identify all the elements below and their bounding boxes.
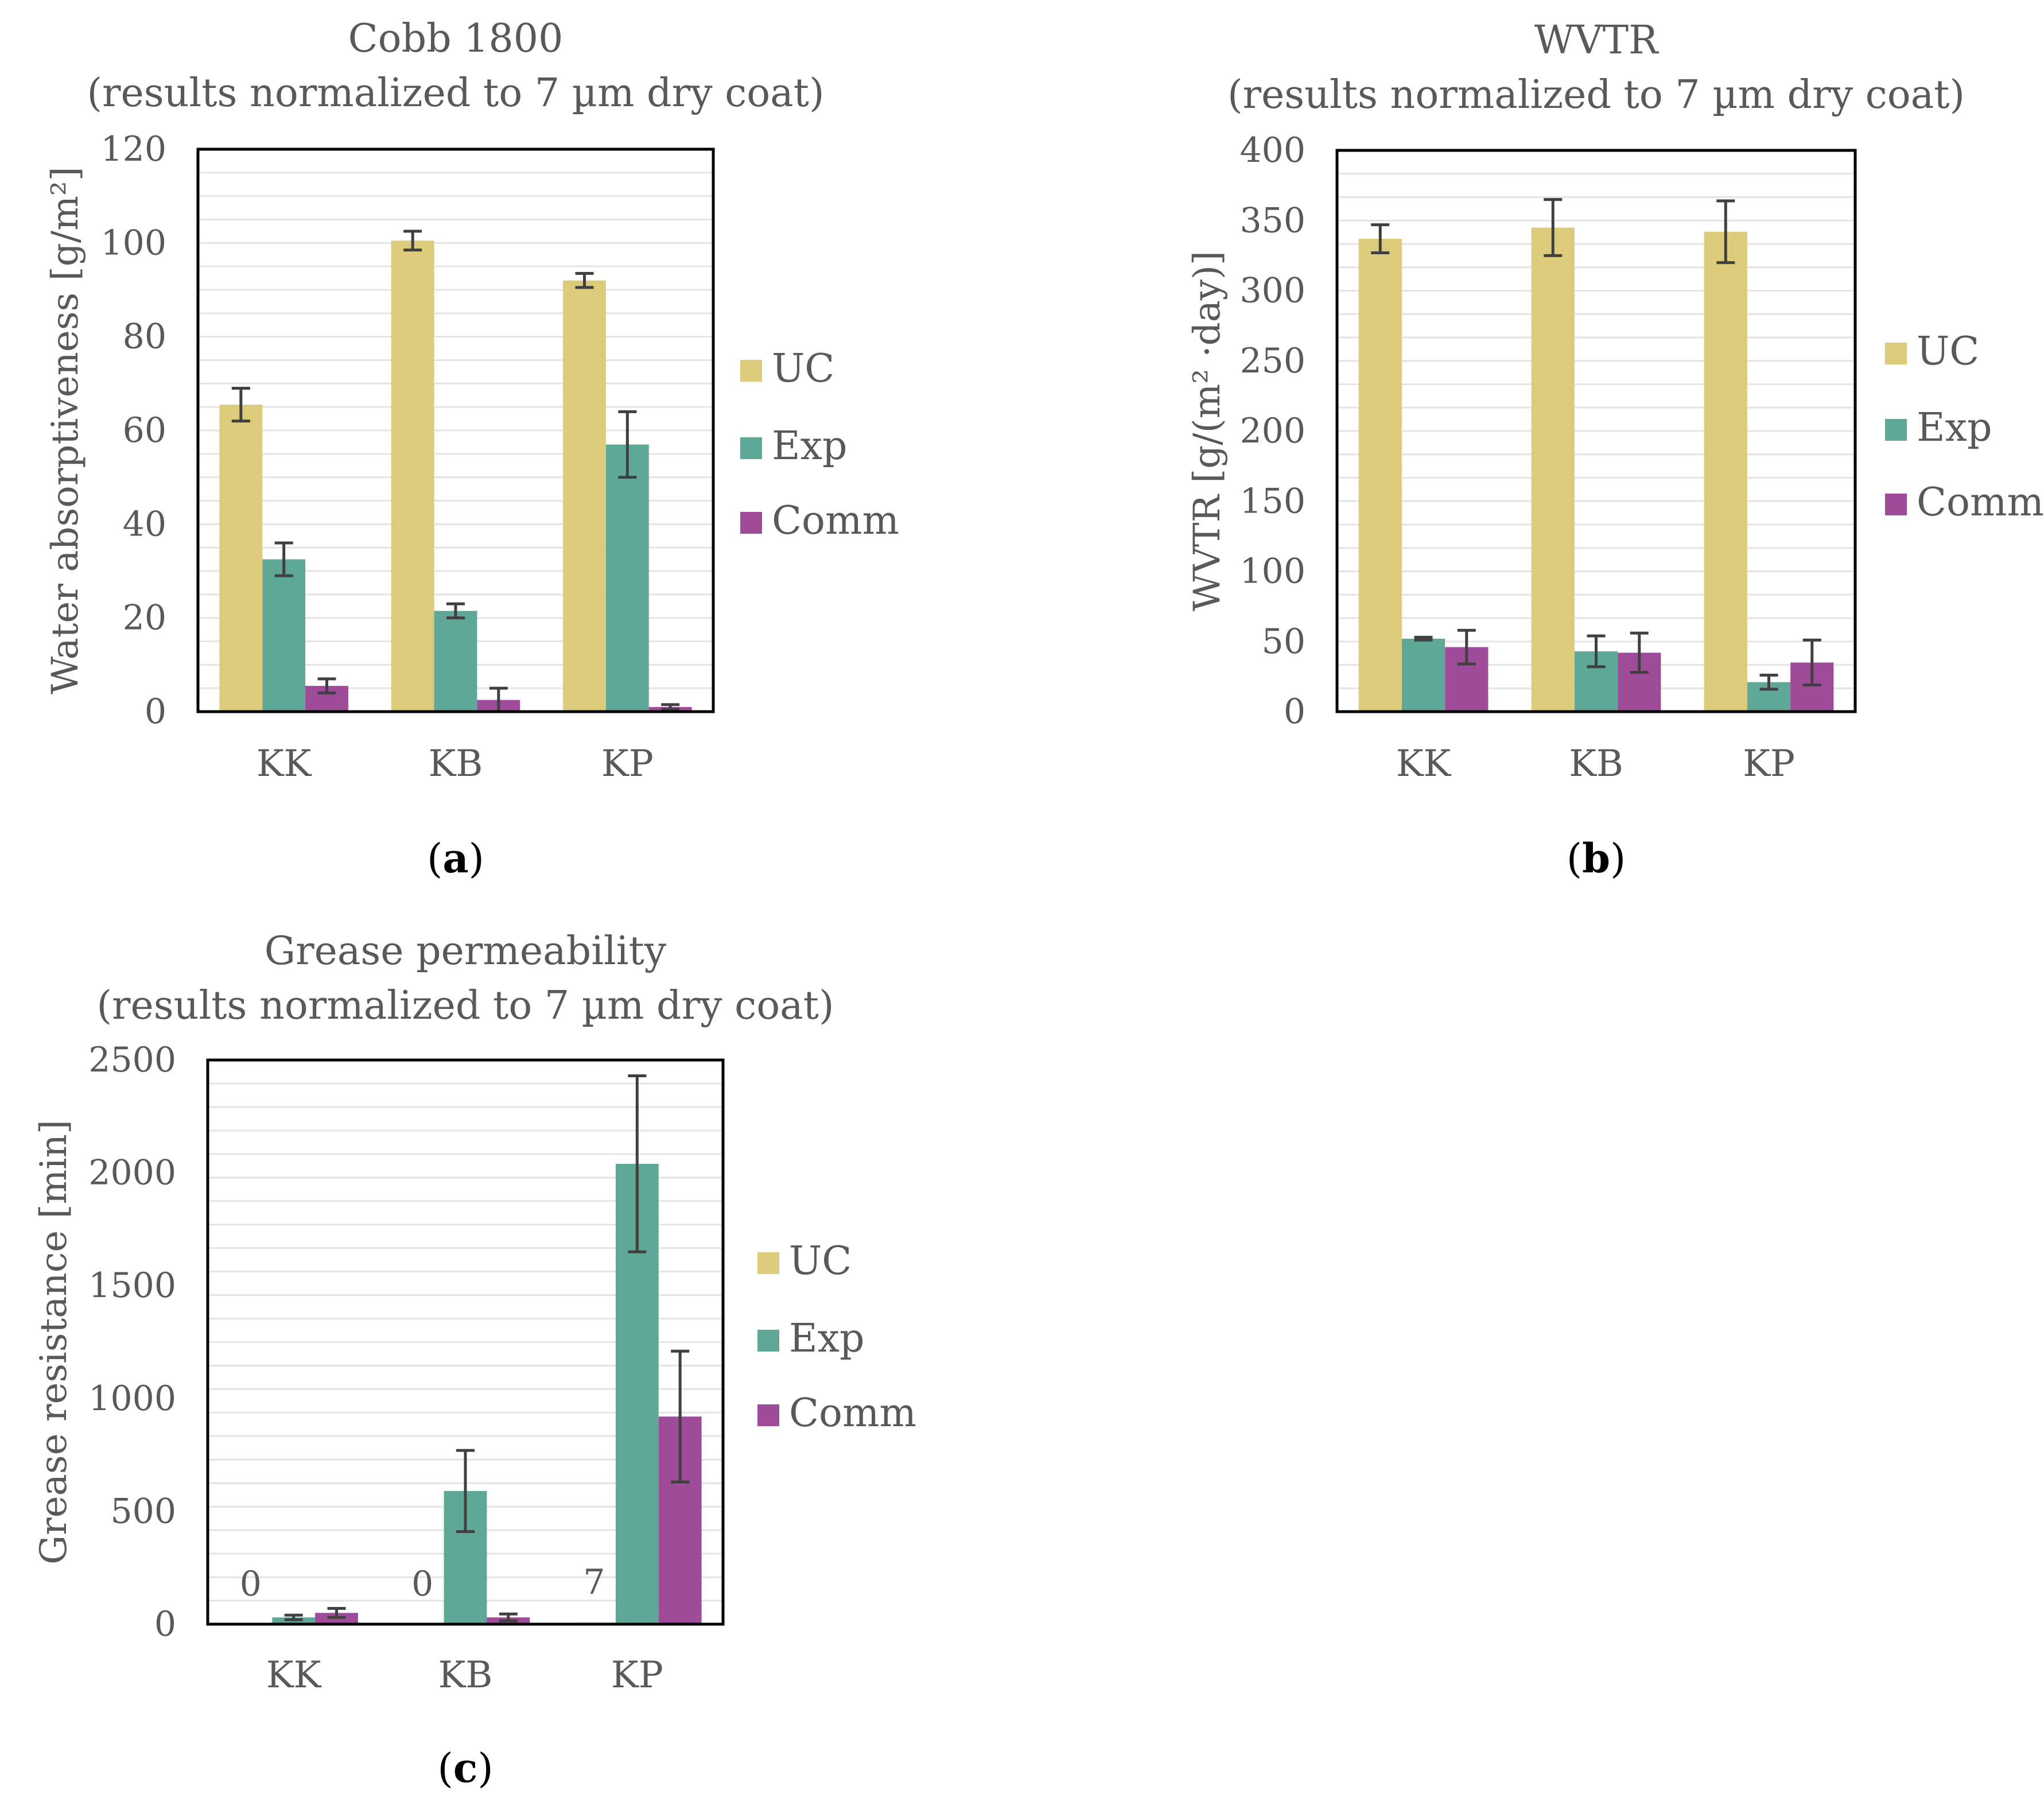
panel-label-close: ) (469, 835, 484, 882)
y-tick-label: 20 (123, 598, 166, 638)
data-label: 7 (583, 1562, 605, 1602)
y-tick-label: 1500 (88, 1265, 176, 1306)
bar-uc-kb (391, 240, 434, 712)
panel-label-letter: a (442, 834, 468, 882)
legend-swatch-uc (740, 360, 762, 382)
y-axis-label: Water absorptiveness [g/m²] (44, 166, 87, 694)
y-tick-label: 250 (1239, 341, 1305, 381)
legend-swatch-comm (757, 1404, 779, 1426)
bar-uc-kk (1358, 239, 1402, 712)
chart-a: Cobb 1800 (results normalized to 7 µm dry… (44, 16, 899, 882)
panel-label-close: ) (1610, 835, 1626, 882)
chart-title: Cobb 1800 (348, 16, 564, 61)
y-tick-label: 0 (1284, 692, 1305, 732)
y-tick-label: 2000 (88, 1153, 176, 1193)
chart-title: Grease permeability (265, 929, 667, 974)
y-tick-label: 50 (1262, 622, 1305, 662)
x-category-label: KP (601, 743, 654, 785)
legend-swatch-uc (757, 1252, 779, 1274)
y-tick-label: 40 (123, 504, 166, 544)
plot-frame (206, 1058, 725, 1626)
x-category-label: KB (1569, 743, 1623, 785)
chart-subtitle: (results normalized to 7 µm dry coat) (1227, 72, 1965, 118)
bar-exp-kb (434, 611, 477, 712)
legend-label-comm: Comm (1917, 480, 2044, 525)
y-tick-label: 0 (154, 1604, 176, 1644)
plot-frame (196, 147, 715, 713)
chart-title: WVTR (1534, 18, 1659, 63)
legend-label-uc: UC (1917, 329, 1979, 374)
data-label: 0 (240, 1564, 262, 1604)
y-axis-label: WVTR [g/(m² ·day)] (1186, 251, 1229, 611)
x-category-label: KK (266, 1654, 322, 1696)
bar-exp-kp (605, 444, 649, 712)
y-tick-label: 60 (123, 410, 166, 451)
panel-label-open: ( (427, 835, 442, 882)
bar-uc-kk (219, 405, 263, 712)
y-tick-label: 350 (1239, 200, 1305, 240)
legend-label-uc: UC (789, 1239, 852, 1284)
legend-swatch-comm (740, 512, 762, 534)
chart-subtitle: (results normalized to 7 µm dry coat) (96, 983, 834, 1028)
legend-label-comm: Comm (789, 1391, 916, 1436)
x-category-label: KP (1743, 743, 1795, 785)
y-tick-label: 400 (1239, 130, 1305, 170)
legend-swatch-exp (740, 437, 762, 459)
panel-label: (a) (427, 834, 484, 882)
bar-uc-kp (563, 280, 606, 712)
legend-swatch-exp (1885, 419, 1907, 441)
panel-label-letter: b (1582, 834, 1610, 882)
data-label: 0 (411, 1564, 433, 1604)
legend-label-uc: UC (772, 346, 834, 391)
y-tick-label: 120 (100, 129, 166, 169)
y-tick-label: 80 (123, 317, 166, 357)
legend-swatch-comm (1885, 494, 1907, 515)
legend-label-exp: Exp (772, 424, 848, 469)
panel-label-open: ( (1567, 835, 1582, 882)
bar-exp-kk (1401, 638, 1445, 712)
y-tick-label: 1000 (88, 1379, 176, 1419)
bar-exp-kk (262, 559, 306, 712)
y-tick-label: 100 (100, 223, 166, 263)
legend-label-exp: Exp (1917, 405, 1992, 451)
bar-uc-kb (1531, 227, 1575, 712)
panel-label-close: ) (477, 1745, 493, 1792)
chart-c: Grease permeability (results normalized t… (33, 929, 916, 1792)
y-tick-label: 200 (1239, 411, 1305, 451)
x-category-label: KP (611, 1654, 663, 1696)
legend-swatch-exp (757, 1330, 779, 1352)
panel-label: (b) (1567, 834, 1626, 882)
panel-label: (c) (437, 1744, 493, 1792)
y-tick-label: 0 (145, 692, 166, 732)
y-axis-label: Grease resistance [min] (33, 1120, 75, 1564)
plot-frame (1335, 149, 1857, 713)
legend-label-exp: Exp (789, 1316, 865, 1361)
y-tick-label: 2500 (88, 1040, 176, 1080)
y-tick-label: 100 (1239, 552, 1305, 592)
y-tick-label: 150 (1239, 481, 1305, 521)
y-tick-label: 300 (1239, 271, 1305, 311)
legend-swatch-uc (1885, 343, 1907, 364)
chart-subtitle: (results normalized to 7 µm dry coat) (87, 71, 824, 116)
legend-label-comm: Comm (772, 498, 899, 543)
x-category-label: KB (438, 1654, 493, 1696)
chart-b: WVTR (results normalized to 7 µm dry coat… (1186, 18, 2044, 882)
panel-label-open: ( (437, 1745, 453, 1792)
x-category-label: KK (1396, 743, 1452, 785)
bar-uc-kp (1704, 231, 1747, 712)
panel-label-letter: c (453, 1744, 478, 1792)
x-category-label: KK (257, 743, 312, 785)
y-tick-label: 500 (110, 1491, 176, 1531)
x-category-label: KB (429, 743, 483, 785)
